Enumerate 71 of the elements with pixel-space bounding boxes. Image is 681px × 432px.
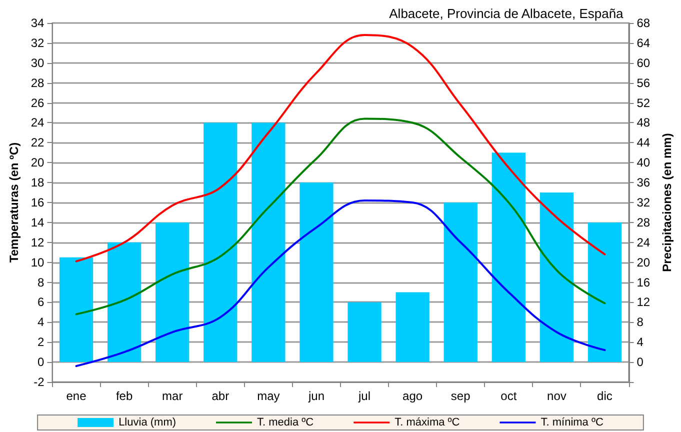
bar	[444, 202, 478, 362]
bar	[252, 122, 286, 362]
line-series	[75, 200, 606, 368]
legend-label: T. media ºC	[257, 416, 314, 428]
bar	[540, 192, 574, 362]
bar	[348, 302, 382, 362]
y2-tick-label: 8	[636, 315, 644, 330]
y2-tick-label: 20	[636, 255, 650, 270]
y2-tick-label: 32	[636, 196, 650, 210]
x-tick-label: nov	[547, 389, 566, 403]
y2-tick-label: 16	[636, 275, 650, 290]
bar	[59, 257, 94, 362]
y2-tick-label: 60	[636, 56, 650, 70]
y-tick-label: 32	[30, 36, 45, 50]
bar	[588, 222, 622, 362]
line-series	[75, 118, 606, 316]
y2-tick-label: 68	[636, 16, 650, 30]
x-tick-label: mar	[162, 389, 183, 403]
y-tick-label: 8	[38, 275, 45, 290]
y2-tick-label: 4	[636, 335, 644, 350]
bar	[107, 242, 142, 362]
y-tick-label: 20	[30, 156, 45, 170]
bar	[396, 292, 430, 362]
y-tick-label: 30	[30, 56, 45, 70]
y2-tick-label: 56	[636, 76, 650, 90]
y2-tick-label: 28	[636, 215, 650, 230]
x-tick-label: sep	[450, 389, 471, 403]
line-series	[75, 34, 606, 262]
bar	[300, 182, 334, 362]
y-tick-label: 4	[38, 315, 45, 330]
y2-tick-label: 64	[636, 36, 650, 50]
y2-tick-label: 0	[636, 355, 644, 370]
bar	[492, 152, 526, 362]
y2-axis-title: Precipitaciones (en mm)	[660, 133, 674, 272]
x-tick-label: oct	[500, 389, 518, 403]
x-tick-label: jun	[307, 389, 324, 403]
y-tick-label: 2	[38, 335, 45, 350]
y-tick-label: 12	[30, 235, 45, 250]
y2-tick-label: 12	[636, 295, 650, 310]
bar	[156, 222, 190, 362]
x-tick-label: ene	[66, 389, 87, 403]
y-tick-label: 34	[30, 16, 45, 30]
y2-tick-label: 40	[636, 156, 650, 170]
chart-title: Albacete, Provincia de Albacete, España	[389, 6, 624, 21]
y2-tick-label: 36	[636, 176, 650, 190]
y-tick-label: 6	[38, 295, 45, 310]
y-tick-label: 24	[30, 116, 45, 130]
legend-label: T. mínima ºC	[540, 416, 604, 428]
x-tick-label: dic	[597, 389, 612, 403]
y-tick-label: 26	[30, 96, 45, 110]
y2-tick-label: 52	[636, 96, 650, 110]
y-tick-label: 0	[38, 355, 45, 370]
y-tick-label: 22	[30, 136, 45, 150]
x-tick-label: feb	[116, 389, 133, 403]
y-axis-title: Temperaturas (en ºC)	[7, 142, 21, 263]
y2-tick-label: 24	[636, 235, 650, 250]
y-tick-label: 14	[30, 215, 45, 230]
y-tick-label: -2	[34, 375, 45, 389]
y-tick-label: 28	[30, 76, 45, 90]
x-tick-label: abr	[212, 389, 230, 403]
y-tick-label: 16	[30, 196, 45, 210]
legend-label: T. máxima ºC	[394, 416, 460, 428]
y2-tick-label: 48	[636, 116, 650, 130]
x-tick-label: may	[257, 389, 280, 403]
x-tick-label: ago	[402, 389, 423, 403]
y-tick-label: 10	[30, 255, 45, 270]
bar	[204, 122, 238, 362]
x-tick-label: jul	[358, 389, 371, 403]
legend-label: Lluvia (mm)	[118, 416, 176, 428]
y-tick-label: 18	[30, 176, 45, 190]
y2-tick-label: 44	[636, 136, 650, 150]
